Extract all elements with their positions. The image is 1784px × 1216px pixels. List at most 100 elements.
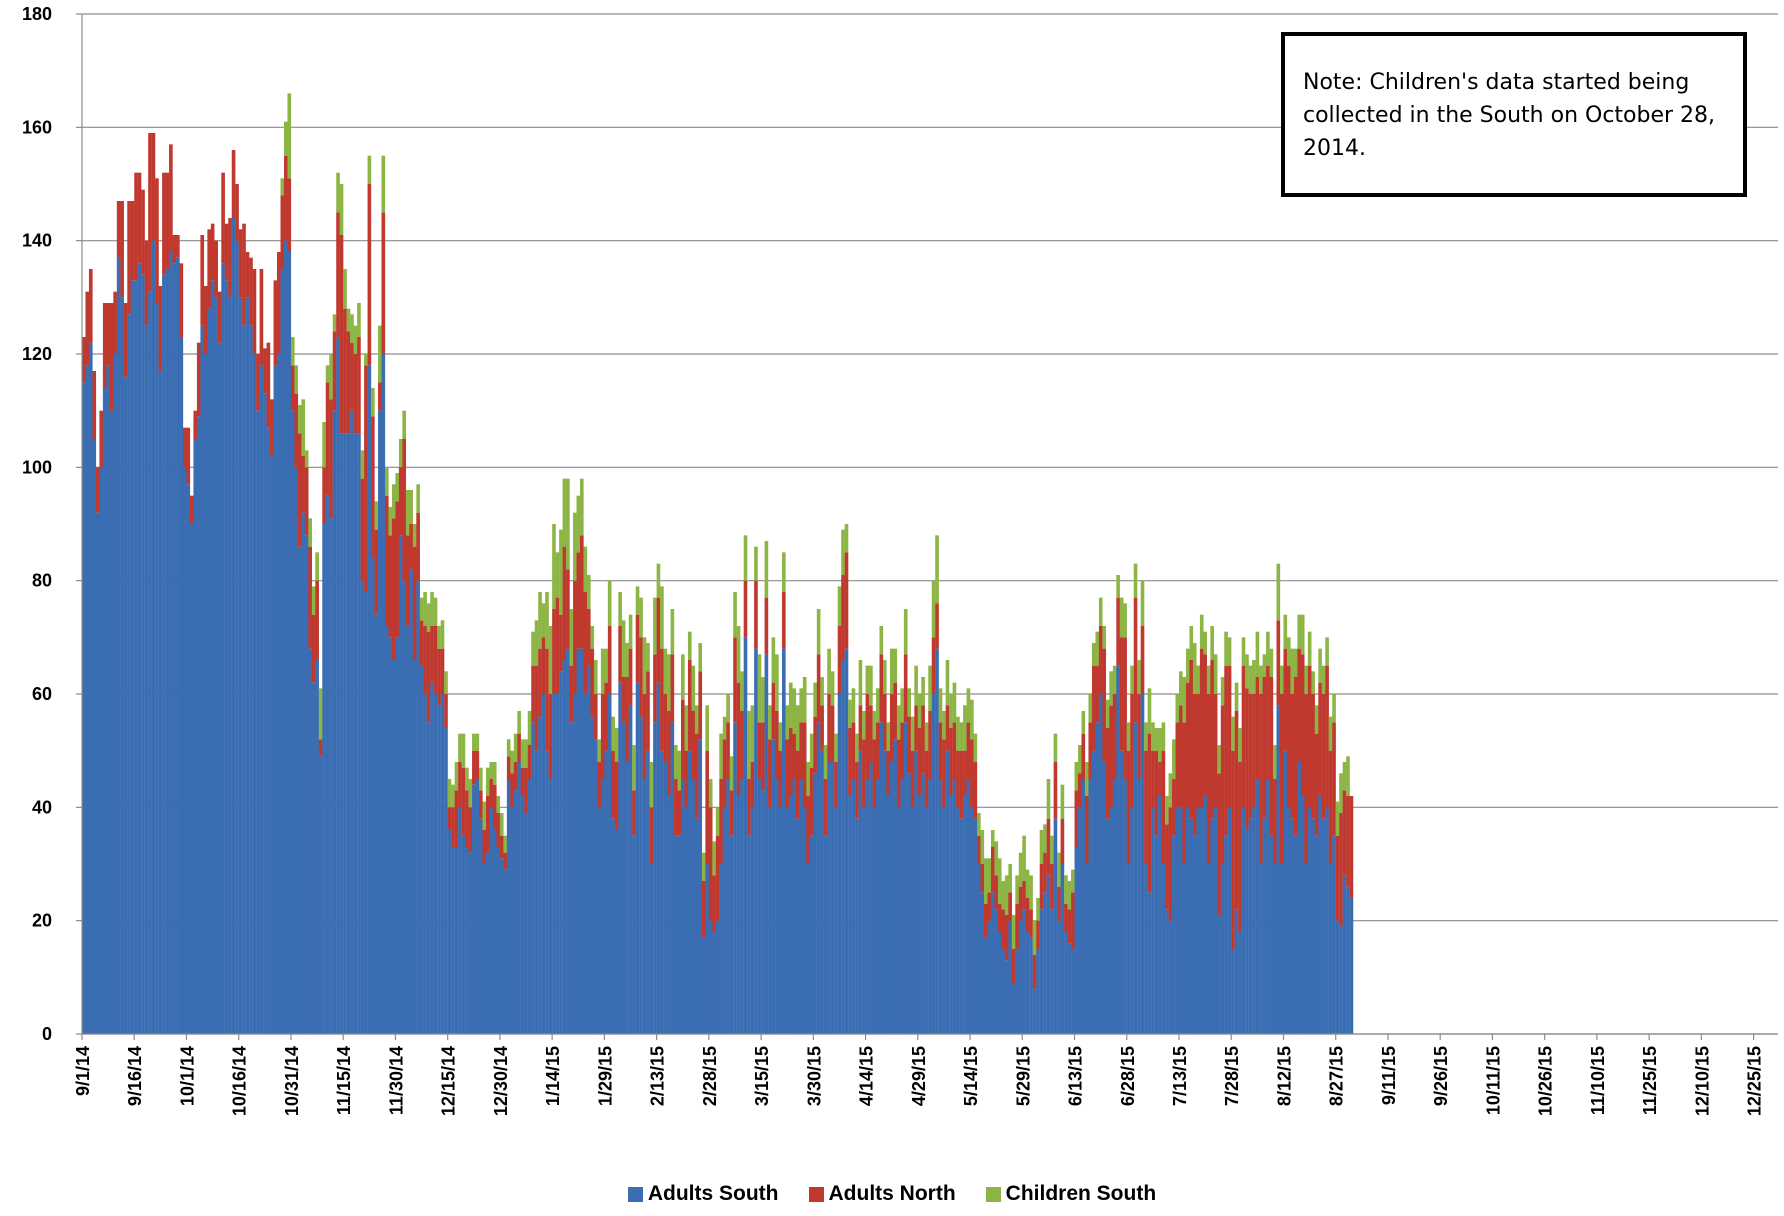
bar-segment	[1297, 762, 1302, 1034]
bar-segment	[1098, 694, 1103, 1034]
bar-segment	[176, 257, 180, 1035]
bar-segment	[384, 495, 389, 626]
bar-segment	[1220, 864, 1225, 1034]
bar-segment	[506, 739, 511, 757]
bar-segment	[907, 773, 911, 1034]
bar-segment	[339, 184, 344, 235]
bar-segment	[412, 546, 417, 660]
bar-segment	[336, 212, 340, 337]
bar-segment	[447, 807, 452, 830]
bar-segment	[1074, 847, 1079, 1034]
bar-segment	[712, 841, 716, 876]
bar-segment	[670, 654, 675, 723]
bar-segment	[1168, 807, 1173, 921]
bar-segment	[632, 835, 636, 1034]
bar-segment	[942, 807, 946, 1034]
bar-segment	[1137, 779, 1141, 1034]
bar-segment	[545, 648, 549, 751]
bar-segment	[176, 235, 180, 258]
bar-segment	[1231, 949, 1235, 1034]
bar-segment	[256, 410, 260, 1035]
bar-segment	[625, 762, 629, 1034]
bar-segment	[701, 937, 706, 1034]
bar-segment	[952, 779, 957, 1034]
bar-segment	[893, 739, 898, 1034]
x-tick-label: 2/28/15	[700, 1046, 720, 1106]
bar-segment	[997, 903, 1002, 932]
bar-segment	[855, 818, 859, 1034]
bar-segment	[1015, 949, 1019, 1034]
bar-segment	[1266, 779, 1270, 1034]
bar-segment	[360, 580, 365, 1034]
bar-segment	[102, 388, 107, 1034]
legend-swatch	[627, 1186, 643, 1202]
bar-segment	[788, 682, 793, 728]
bar-segment	[1328, 864, 1333, 1034]
bar-segment	[1175, 807, 1180, 1034]
bar-segment	[123, 303, 128, 377]
bar-segment	[583, 546, 588, 592]
bar-segment	[914, 665, 918, 706]
bar-segment	[970, 739, 974, 808]
bar-segment	[1213, 694, 1218, 808]
bar-segment	[729, 835, 734, 1034]
bar-segment	[757, 722, 762, 779]
bar-segment	[973, 733, 978, 762]
bar-segment	[186, 427, 191, 485]
bar-segment	[562, 546, 567, 660]
bar-segment	[862, 711, 866, 740]
y-tick-label: 160	[22, 117, 52, 137]
bar-segment	[99, 467, 104, 1034]
bar-segment	[1064, 932, 1068, 1034]
bar-segment	[729, 790, 734, 836]
bar-segment	[527, 745, 532, 779]
bar-segment	[479, 790, 483, 819]
bar-segment	[485, 852, 490, 1034]
bar-segment	[928, 711, 932, 779]
bar-segment	[691, 779, 696, 1034]
bar-segment	[994, 909, 999, 1034]
bar-segment	[600, 648, 605, 694]
bar-segment	[1116, 575, 1120, 598]
bar-segment	[1245, 654, 1249, 689]
bar-segment	[1112, 665, 1117, 694]
bar-segment	[252, 269, 257, 354]
bar-segment	[719, 864, 723, 1034]
bar-segment	[454, 762, 459, 791]
bar-segment	[667, 654, 671, 711]
bar-segment	[1081, 779, 1086, 1034]
bar-segment	[311, 682, 316, 1034]
bar-segment	[820, 677, 824, 706]
bar-segment	[994, 841, 999, 876]
bar-segment	[1286, 807, 1291, 1034]
bar-segment	[169, 252, 173, 1034]
bar-segment	[750, 807, 755, 1034]
bar-segment	[162, 274, 166, 1035]
bar-segment	[454, 847, 459, 1034]
bar-segment	[297, 546, 302, 1034]
bar-segment	[590, 716, 595, 1034]
bar-segment	[1151, 722, 1155, 751]
bar-segment	[238, 297, 243, 1034]
legend-label: Adults South	[647, 1182, 779, 1205]
bar-segment	[433, 597, 438, 626]
bar-segment	[667, 796, 671, 1034]
bar-segment	[458, 762, 462, 808]
bar-segment	[792, 688, 797, 734]
y-tick-label: 120	[22, 344, 52, 364]
bar-segment	[1109, 671, 1113, 706]
bar-segment	[1133, 597, 1138, 723]
bar-segment	[1133, 563, 1138, 598]
bar-segment	[799, 688, 804, 723]
bar-segment	[1064, 875, 1068, 904]
bar-segment	[1231, 716, 1235, 751]
bar-segment	[712, 875, 716, 932]
bar-segment	[1290, 694, 1295, 819]
bar-segment	[586, 575, 591, 609]
bar-segment	[1182, 722, 1187, 864]
bar-segment	[949, 796, 953, 1034]
bar-segment	[990, 892, 995, 1034]
bar-segment	[419, 620, 424, 666]
bar-segment	[151, 240, 156, 1034]
bar-segment	[771, 637, 776, 683]
